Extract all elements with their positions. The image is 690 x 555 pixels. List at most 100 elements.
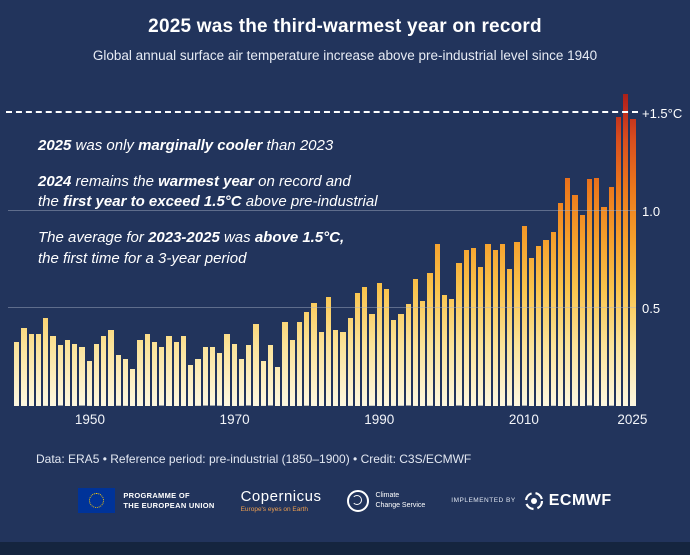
c3s-globe-icon: [347, 489, 370, 512]
bar-2025: [630, 118, 636, 406]
eu-stars-icon: [89, 493, 105, 508]
bar-2009: [514, 241, 520, 406]
logo-row: PROGRAMME OF THE EUROPEAN UNION Copernic…: [0, 488, 690, 513]
bar-2000: [449, 298, 455, 406]
bar-1970: [231, 343, 237, 406]
bar-1997: [427, 273, 433, 406]
x-axis-label-2025: 2025: [617, 412, 648, 427]
bar-1985: [340, 331, 346, 406]
y-axis-label-1.5: +1.5°C: [642, 106, 683, 122]
bar-1990: [376, 282, 382, 406]
page-title: 2025 was the third-warmest year on recor…: [148, 16, 542, 37]
bar-2003: [470, 247, 476, 406]
eu-programme-line2: THE EUROPEAN UNION: [123, 500, 215, 510]
bar-1960: [159, 347, 165, 406]
y-axis-label-1: 1.0: [642, 203, 661, 219]
bar-1977: [282, 322, 288, 406]
bar-1943: [35, 333, 41, 406]
copernicus-logo: Copernicus Europe's eyes on Earth: [241, 488, 322, 513]
bar-1940: [14, 341, 20, 406]
bar-1966: [202, 347, 208, 406]
eu-programme-logo: PROGRAMME OF THE EUROPEAN UNION: [78, 488, 214, 513]
bar-1957: [137, 339, 143, 406]
x-axis-label-1990: 1990: [364, 412, 395, 427]
page-subtitle: Global annual surface air temperature in…: [92, 48, 598, 63]
bar-1956: [130, 368, 136, 406]
bar-1973: [253, 323, 259, 406]
copernicus-wordmark: Copernicus: [240, 488, 322, 505]
bar-1962: [173, 341, 179, 406]
bar-1963: [180, 335, 186, 406]
bar-2024: [623, 93, 629, 406]
bar-1994: [405, 304, 411, 406]
bar-1987: [354, 292, 360, 406]
bar-2020: [594, 177, 600, 406]
bar-1993: [398, 314, 404, 406]
annotation: The average for 2023-2025 was above 1.5°…: [38, 229, 345, 267]
x-axis-label-1970: 1970: [219, 412, 250, 427]
ecmwf-block: IMPLEMENTED BY ECMWF: [451, 491, 611, 511]
implemented-by-label: IMPLEMENTED BY: [451, 497, 516, 504]
bar-2006: [492, 249, 498, 406]
bar-2015: [557, 202, 563, 406]
bar-2014: [550, 232, 556, 406]
bar-1954: [115, 355, 121, 406]
eu-programme-label: PROGRAMME OF THE EUROPEAN UNION: [123, 491, 214, 511]
ecmwf-icon: [524, 491, 543, 510]
bar-1941: [21, 327, 27, 406]
ecmwf-wordmark: ECMWF: [548, 491, 612, 509]
bar-2023: [615, 116, 621, 406]
bar-1981: [311, 302, 317, 406]
bar-1995: [412, 279, 418, 406]
x-axis-label-2010: 2010: [508, 412, 539, 427]
bar-2018: [579, 214, 585, 406]
y-axis: +1.5°C 1.0 0.5: [642, 74, 688, 406]
bar-1950: [86, 361, 92, 406]
c3s-label: Climate Change Service: [375, 491, 425, 509]
bar-2005: [485, 243, 491, 406]
bar-2012: [536, 245, 542, 406]
bar-2004: [478, 267, 484, 406]
eu-programme-line1: PROGRAMME OF: [123, 490, 190, 500]
bar-1961: [166, 335, 172, 406]
bar-1982: [318, 331, 324, 406]
bar-1947: [64, 339, 70, 406]
annotation: 2024 remains the warmest year on record …: [38, 172, 378, 211]
bar-2010: [521, 226, 527, 406]
bottom-band: [0, 542, 690, 555]
bar-2022: [608, 187, 614, 406]
x-axis-label-1950: 1950: [74, 412, 105, 427]
bar-1984: [333, 329, 339, 406]
ecmwf-logo: ECMWF: [524, 491, 612, 511]
bar-1965: [195, 359, 201, 406]
plot-area: [6, 74, 638, 406]
bar-1944: [43, 318, 49, 406]
gridline-0.5: [8, 307, 636, 309]
bar-1946: [57, 345, 63, 406]
bar-1945: [50, 335, 56, 406]
bar-2019: [586, 179, 592, 406]
bar-1958: [144, 333, 150, 406]
bar-1999: [441, 294, 447, 406]
climate-change-service-logo: Climate Change Service: [347, 489, 425, 512]
bar-1951: [93, 343, 99, 406]
bar-1980: [304, 312, 310, 406]
bar-1964: [188, 365, 194, 406]
data-credit-note: Data: ERA5 • Reference period: pre-indus…: [36, 452, 472, 466]
bar-1992: [391, 320, 397, 406]
copernicus-tagline: Europe's eyes on Earth: [240, 506, 308, 513]
bar-1974: [260, 361, 266, 406]
y-axis-label-0.5: 0.5: [642, 301, 661, 317]
bar-2001: [456, 263, 462, 406]
bar-1978: [289, 339, 295, 406]
bar-1952: [101, 335, 107, 406]
bar-2002: [463, 249, 469, 406]
bar-1953: [108, 329, 114, 406]
bar-1979: [296, 322, 302, 406]
bar-2021: [601, 206, 607, 406]
bar-1988: [362, 286, 368, 406]
eu-flag-icon: [78, 488, 116, 513]
bar-2017: [572, 195, 578, 406]
bar-1989: [369, 314, 375, 406]
c3s-label-line2: Change Service: [375, 501, 426, 509]
